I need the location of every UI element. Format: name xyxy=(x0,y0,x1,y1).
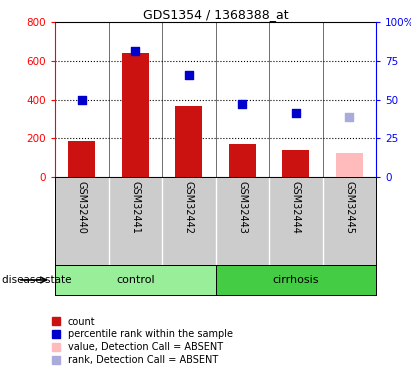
Bar xyxy=(122,53,149,177)
Bar xyxy=(175,106,202,177)
Bar xyxy=(282,150,309,177)
Text: GSM32441: GSM32441 xyxy=(130,182,140,234)
Title: GDS1354 / 1368388_at: GDS1354 / 1368388_at xyxy=(143,8,288,21)
Bar xyxy=(336,153,363,177)
Text: GSM32445: GSM32445 xyxy=(344,182,354,234)
Bar xyxy=(55,265,215,295)
Point xyxy=(239,101,245,107)
Text: control: control xyxy=(116,275,155,285)
Bar xyxy=(215,265,376,295)
Point xyxy=(132,48,139,54)
Text: GSM32444: GSM32444 xyxy=(291,182,301,234)
Point xyxy=(293,111,299,117)
Text: cirrhosis: cirrhosis xyxy=(272,275,319,285)
Bar xyxy=(229,144,256,177)
Text: disease state: disease state xyxy=(2,275,72,285)
Point xyxy=(79,96,85,102)
Text: GSM32442: GSM32442 xyxy=(184,182,194,234)
Point xyxy=(185,72,192,78)
Text: GSM32440: GSM32440 xyxy=(77,182,87,234)
Bar xyxy=(68,141,95,177)
Point xyxy=(346,114,353,120)
Text: GSM32443: GSM32443 xyxy=(237,182,247,234)
Legend: count, percentile rank within the sample, value, Detection Call = ABSENT, rank, : count, percentile rank within the sample… xyxy=(48,312,238,370)
